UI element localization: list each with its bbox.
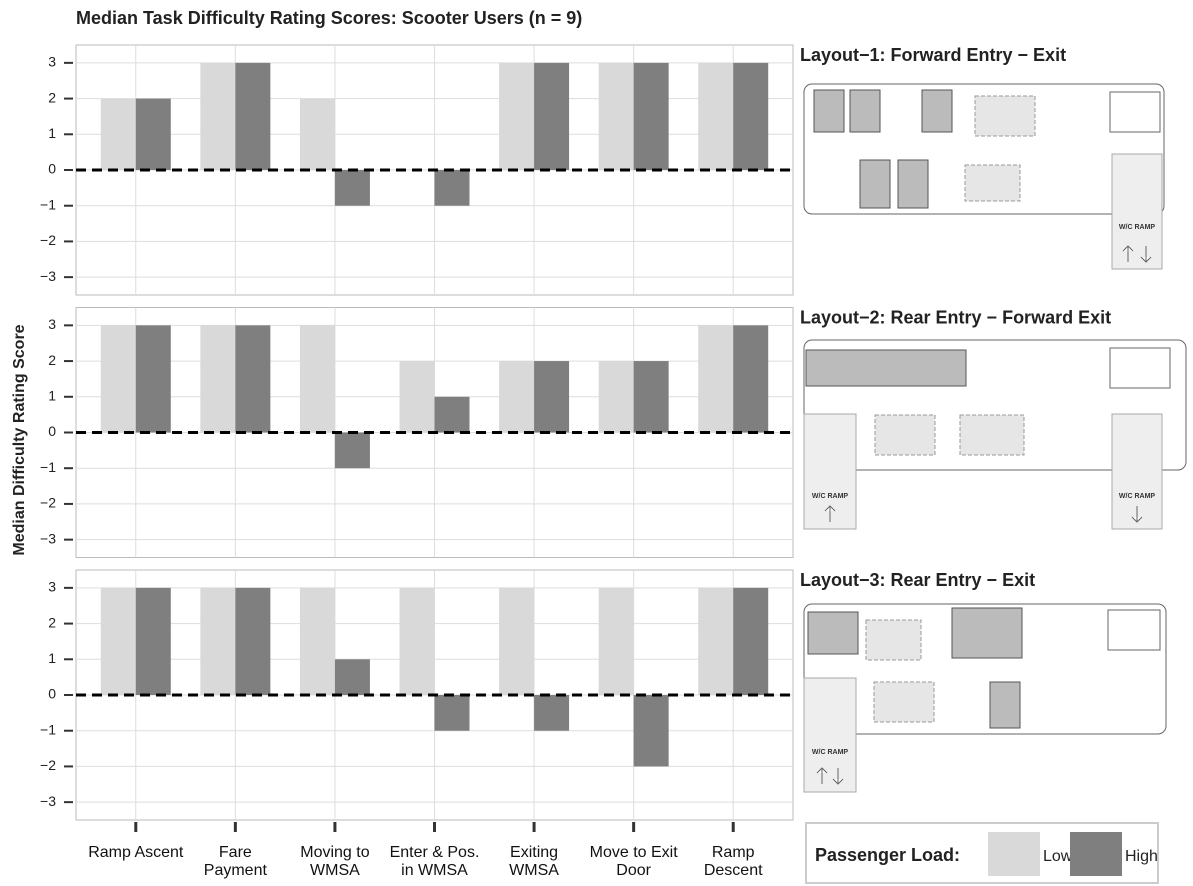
y-tick-label: 3: [48, 579, 56, 595]
ramp-label: W/C RAMP: [1119, 224, 1155, 231]
panel-title: Layout−1: Forward Entry − Exit: [800, 45, 1066, 65]
y-tick-label: 1: [48, 650, 56, 666]
bar: [599, 588, 634, 695]
layout-1-diagram: W/C RAMP: [804, 84, 1164, 269]
bar: [335, 659, 370, 695]
bar: [200, 588, 235, 695]
y-tick-label: −1: [40, 721, 56, 737]
bar: [534, 695, 569, 731]
chart: Median Task Difficulty Rating Scores: Sc…: [0, 0, 1193, 886]
y-tick-label: −2: [40, 495, 56, 511]
x-tick-label: Ramp Ascent: [87, 844, 185, 862]
y-tick-label: 1: [48, 125, 56, 141]
bar: [698, 63, 733, 170]
y-tick-label: 2: [48, 614, 56, 630]
x-tick-label: Moving to WMSA: [286, 844, 384, 880]
bar: [300, 99, 335, 170]
x-tick-label: Enter & Pos. in WMSA: [386, 844, 484, 880]
bar: [101, 99, 136, 170]
bar: [599, 63, 634, 170]
bar: [634, 361, 669, 432]
bar: [300, 325, 335, 432]
panel-title: Layout−3: Rear Entry − Exit: [800, 570, 1035, 590]
y-tick-label: −3: [40, 268, 56, 284]
bar: [435, 695, 470, 731]
y-tick-label: 1: [48, 387, 56, 403]
bar: [499, 63, 534, 170]
bar: [698, 325, 733, 432]
bar: [733, 588, 768, 695]
bar: [698, 588, 733, 695]
bar: [534, 361, 569, 432]
bar: [400, 588, 435, 695]
bar: [136, 325, 171, 432]
y-tick-label: −1: [40, 459, 56, 475]
y-tick-label: −2: [40, 232, 56, 248]
bar: [499, 361, 534, 432]
bar: [300, 588, 335, 695]
x-tick-label: Move to Exit Door: [585, 844, 683, 880]
bar: [235, 588, 270, 695]
y-tick-label: −1: [40, 196, 56, 212]
legend-label: High: [1125, 848, 1158, 865]
bar: [136, 99, 171, 170]
y-tick-label: 3: [48, 54, 56, 70]
ramp-label: W/C RAMP: [1119, 493, 1155, 500]
y-tick-label: 3: [48, 316, 56, 332]
bar: [634, 695, 669, 766]
bar: [101, 588, 136, 695]
y-tick-label: 2: [48, 89, 56, 105]
bar: [200, 325, 235, 432]
bar: [435, 397, 470, 433]
bar: [733, 325, 768, 432]
layout-2-diagram: W/C RAMP W/C RAMP: [804, 340, 1186, 529]
x-tick-label: Fare Payment: [186, 844, 284, 880]
bar: [335, 433, 370, 469]
bar: [499, 588, 534, 695]
bar: [534, 63, 569, 170]
legend-swatch: [1070, 832, 1122, 876]
bar: [733, 63, 768, 170]
y-tick-label: −2: [40, 757, 56, 773]
legend-swatch: [988, 832, 1040, 876]
bar: [634, 63, 669, 170]
bar: [400, 361, 435, 432]
bar: [235, 325, 270, 432]
legend-title: Passenger Load:: [815, 845, 960, 865]
bar: [101, 325, 136, 432]
y-tick-label: 0: [48, 161, 56, 177]
x-tick-label: Exiting WMSA: [485, 844, 583, 880]
y-tick-label: −3: [40, 793, 56, 809]
bar: [435, 170, 470, 206]
bar: [200, 63, 235, 170]
y-tick-label: 2: [48, 352, 56, 368]
x-tick-label: Ramp Descent: [684, 844, 782, 880]
ramp-label: W/C RAMP: [812, 749, 848, 756]
legend-label: Low: [1043, 848, 1073, 865]
panel-title: Layout−2: Rear Entry − Forward Exit: [800, 307, 1111, 327]
layout-3-diagram: W/C RAMP: [804, 604, 1166, 792]
chart-title: Median Task Difficulty Rating Scores: Sc…: [76, 8, 582, 28]
bar: [599, 361, 634, 432]
y-tick-label: 0: [48, 686, 56, 702]
ramp-label: W/C RAMP: [812, 493, 848, 500]
y-tick-label: −3: [40, 530, 56, 546]
page: Median Task Difficulty Rating Scores: Sc…: [0, 0, 1193, 886]
y-tick-label: 0: [48, 423, 56, 439]
bar: [335, 170, 370, 206]
bar: [235, 63, 270, 170]
bar: [136, 588, 171, 695]
y-axis-label: Median Difficulty Rating Score: [11, 324, 28, 555]
